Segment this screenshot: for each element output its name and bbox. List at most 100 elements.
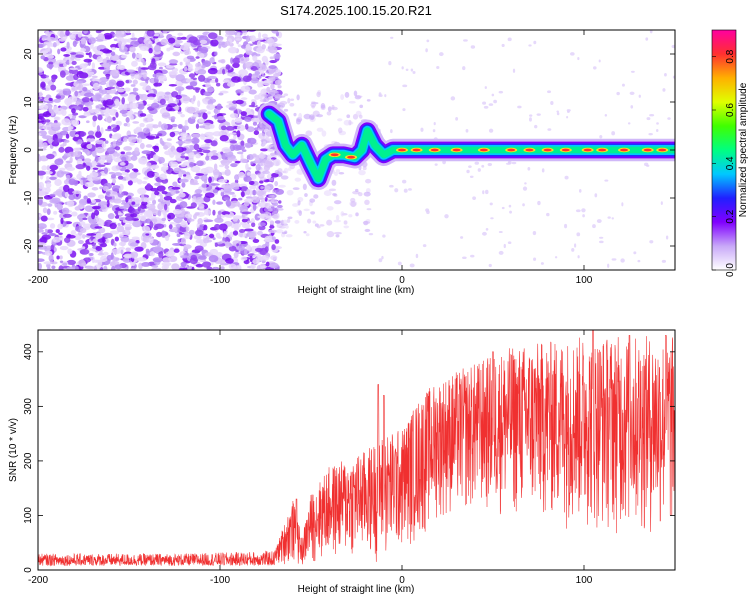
heatmap-cell bbox=[265, 59, 269, 66]
heatmap-cell bbox=[199, 39, 208, 45]
heatmap-cell bbox=[38, 189, 46, 197]
heatmap-cell bbox=[262, 186, 270, 189]
heatmap-cell bbox=[259, 213, 265, 218]
heatmap-cell bbox=[204, 131, 215, 137]
heatmap-cell bbox=[217, 210, 222, 215]
heatmap-cell bbox=[488, 103, 494, 106]
heatmap-cell bbox=[252, 121, 258, 126]
heatmap-cell bbox=[265, 80, 273, 83]
heatmap-cell bbox=[348, 214, 353, 218]
heatmap-cell bbox=[388, 60, 392, 66]
heatmap-cell bbox=[65, 75, 76, 81]
heatmap-cell bbox=[270, 255, 278, 261]
heatmap-cell bbox=[660, 201, 663, 205]
heatmap-cell bbox=[164, 150, 173, 156]
heatmap-cell bbox=[118, 104, 123, 111]
heatmap-cell bbox=[649, 113, 655, 117]
heatmap-cell bbox=[116, 225, 125, 233]
heatmap-cell bbox=[485, 228, 489, 231]
heatmap-cell bbox=[481, 164, 485, 168]
heatmap-cell bbox=[90, 235, 94, 241]
heatmap-cell bbox=[180, 36, 188, 40]
heatmap-cell bbox=[38, 141, 45, 148]
heatmap-cell bbox=[49, 233, 57, 237]
heatmap-cell bbox=[219, 135, 229, 142]
heatmap-cell bbox=[599, 236, 604, 239]
heatmap-cell bbox=[53, 210, 58, 215]
heatmap-cell bbox=[139, 142, 145, 150]
heatmap-cell bbox=[120, 202, 131, 205]
heatmap-cell bbox=[156, 185, 166, 192]
heatmap-cell bbox=[158, 92, 166, 96]
heatmap-cell bbox=[124, 169, 130, 173]
heatmap-cell bbox=[106, 86, 116, 90]
heatmap-cell bbox=[170, 116, 176, 120]
heatmap-cell bbox=[209, 57, 215, 64]
heatmap-cell bbox=[138, 66, 142, 74]
x-tick-label: 100 bbox=[576, 275, 593, 286]
heatmap-cell bbox=[252, 238, 260, 243]
heatmap-cell bbox=[129, 142, 136, 146]
heatmap-cell bbox=[118, 216, 128, 221]
heatmap-cell bbox=[172, 51, 181, 57]
heatmap-cell bbox=[58, 146, 65, 153]
heatmap-cell bbox=[278, 200, 282, 204]
heatmap-cell bbox=[120, 249, 124, 255]
heatmap-cell bbox=[121, 156, 127, 162]
heatmap-cell bbox=[224, 168, 231, 176]
heatmap-cell bbox=[91, 212, 96, 220]
heatmap-cell bbox=[75, 80, 84, 84]
heatmap-cell bbox=[107, 89, 117, 94]
heatmap-cell bbox=[177, 111, 183, 115]
heatmap-cell bbox=[261, 33, 268, 38]
heatmap-cell bbox=[149, 251, 155, 257]
heatmap-cell bbox=[130, 213, 138, 218]
heatmap-cell bbox=[38, 120, 45, 123]
heatmap-cell bbox=[350, 201, 357, 208]
heatmap-cell bbox=[656, 122, 659, 125]
heatmap-cell bbox=[422, 244, 427, 248]
heatmap-cell bbox=[264, 202, 271, 209]
heatmap-cell bbox=[202, 149, 211, 154]
heatmap-cell bbox=[38, 125, 45, 130]
heatmap-cell bbox=[310, 102, 317, 108]
heatmap-cell bbox=[125, 216, 135, 221]
heatmap-cell bbox=[71, 211, 78, 217]
heatmap-cell bbox=[207, 99, 214, 106]
heatmap-cell bbox=[505, 162, 511, 165]
heatmap-cell bbox=[261, 44, 266, 50]
heatmap-cell bbox=[286, 218, 291, 223]
heatmap-cell bbox=[604, 179, 609, 182]
heatmap-cell bbox=[444, 214, 449, 219]
heatmap-cell bbox=[82, 217, 88, 221]
heatmap-cell bbox=[566, 109, 571, 112]
heatmap-cell bbox=[225, 257, 234, 264]
heatmap-cell bbox=[72, 114, 77, 120]
heatmap-cell bbox=[121, 171, 129, 176]
heatmap-cell bbox=[498, 250, 504, 255]
heatmap-cell bbox=[664, 73, 667, 77]
heatmap-cell bbox=[88, 252, 94, 256]
heatmap-cell bbox=[66, 259, 77, 265]
heatmap-cell bbox=[363, 191, 371, 197]
heatmap-cell bbox=[263, 160, 274, 168]
heatmap-cell bbox=[397, 261, 402, 266]
heatmap-cell bbox=[77, 239, 84, 245]
heatmap-cell bbox=[191, 133, 201, 138]
heatmap-cell bbox=[69, 34, 76, 39]
heatmap-cell bbox=[128, 136, 137, 143]
heatmap-cell bbox=[45, 182, 52, 189]
heatmap-cell bbox=[207, 75, 217, 80]
heatmap-cell bbox=[462, 256, 467, 260]
heatmap-cell bbox=[106, 74, 110, 80]
heatmap-cell bbox=[498, 90, 504, 94]
heatmap-cell bbox=[224, 165, 230, 170]
heatmap-cell bbox=[140, 203, 147, 210]
heatmap-cell bbox=[231, 76, 241, 83]
heatmap-cell bbox=[134, 147, 140, 155]
heatmap-cell bbox=[328, 188, 337, 192]
heatmap-cell bbox=[151, 267, 162, 270]
heatmap-cell bbox=[263, 96, 270, 103]
heatmap-cell bbox=[123, 87, 131, 92]
heatmap-cell bbox=[79, 248, 90, 255]
